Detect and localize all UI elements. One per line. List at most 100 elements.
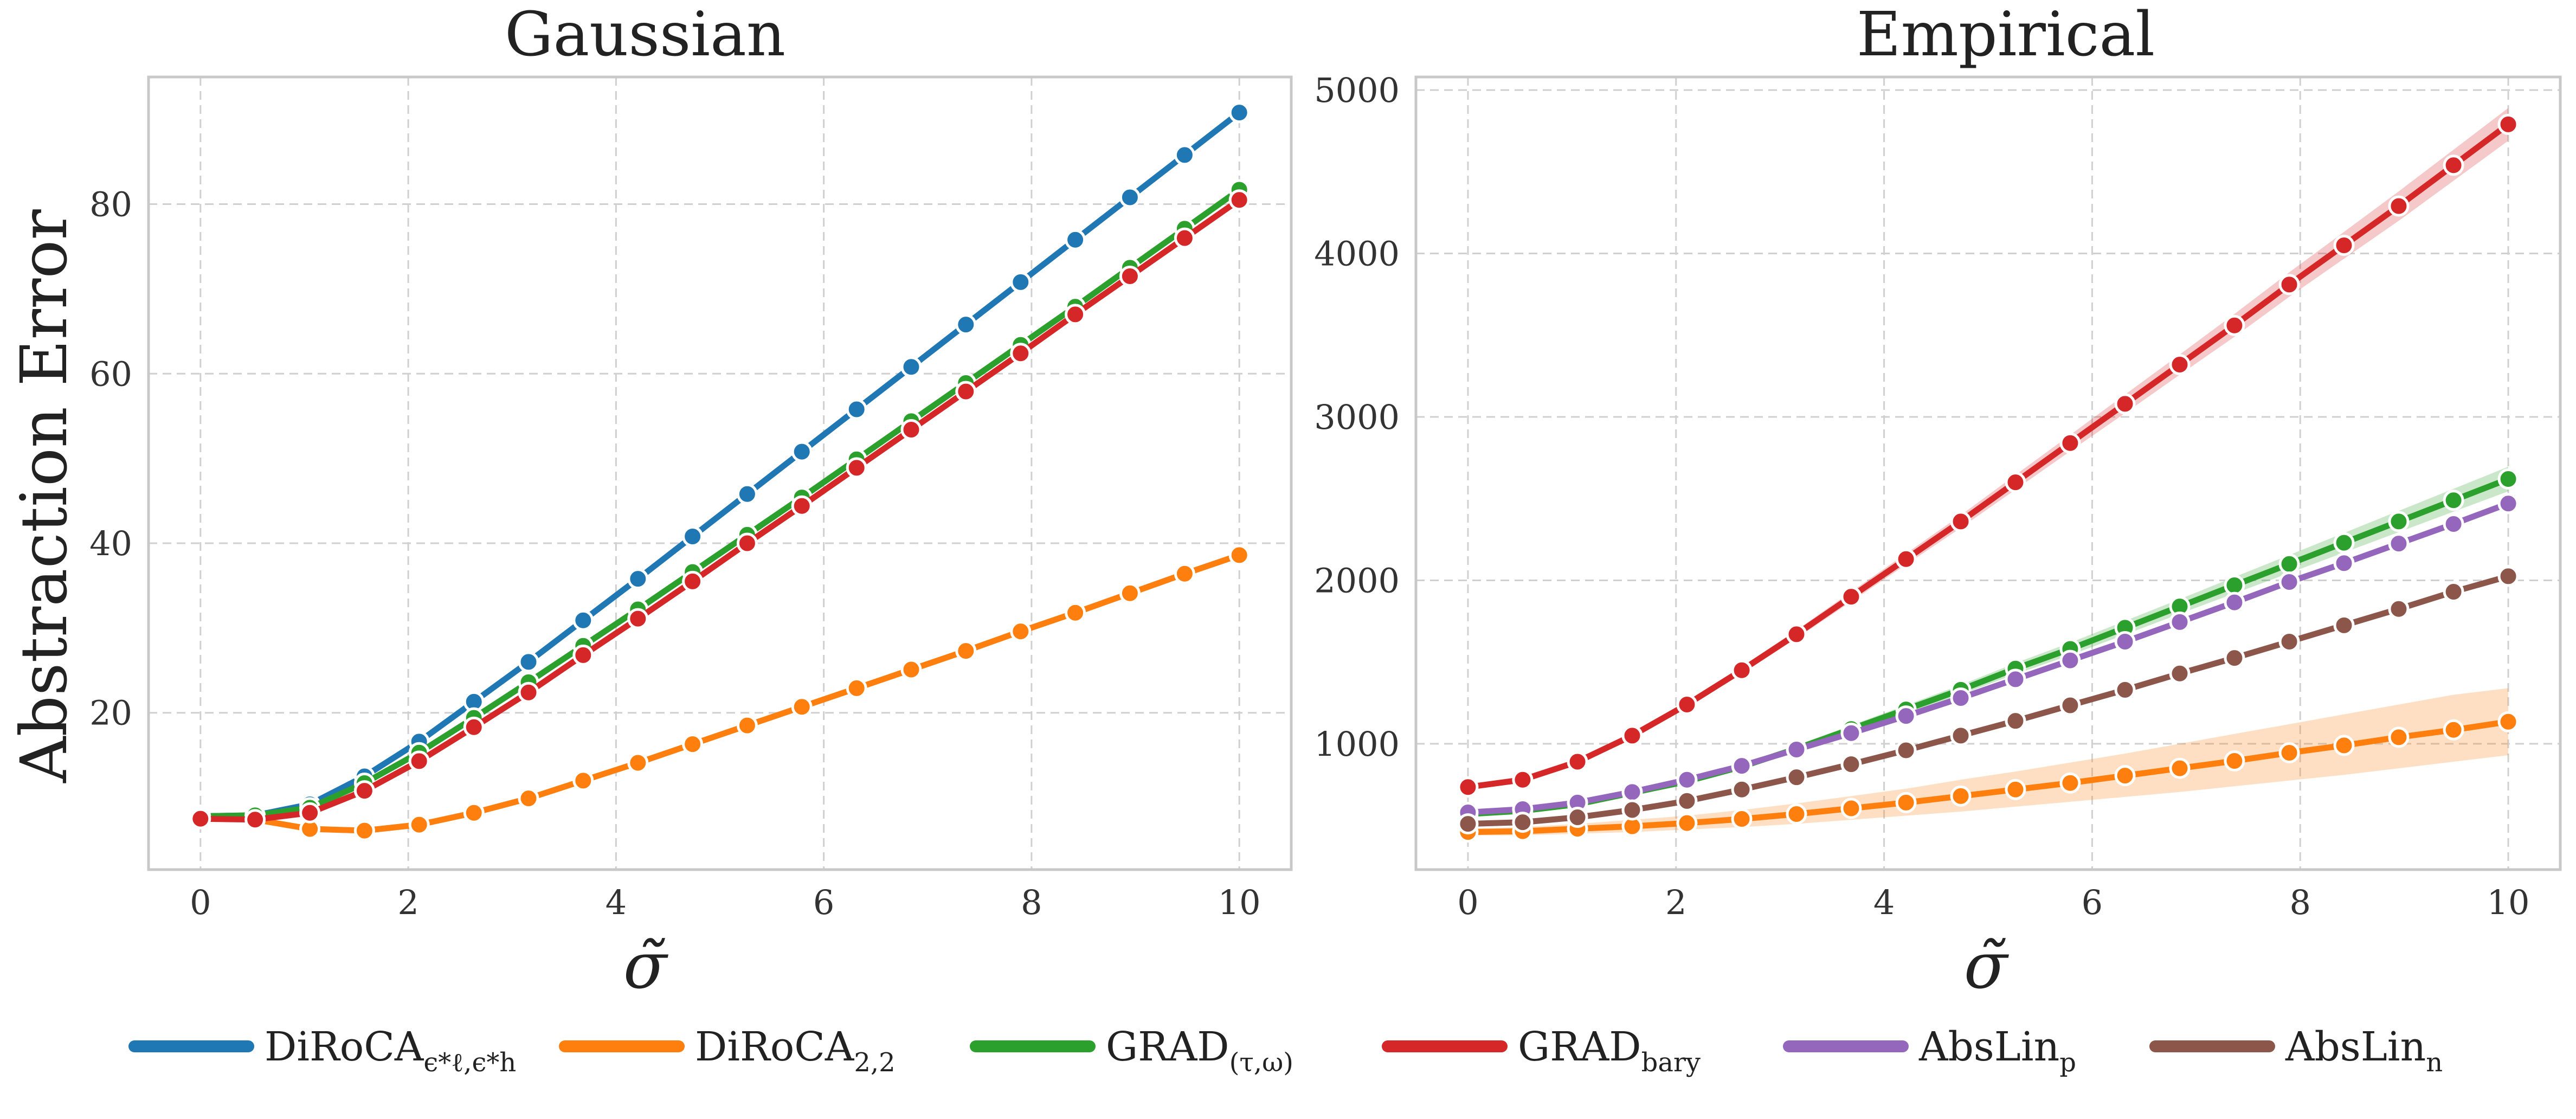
diroca_22-point: [1065, 602, 1086, 623]
legend-subscript: ϵ*ℓ,ϵ*h: [423, 1047, 516, 1078]
diroca_22-point: [1786, 803, 1807, 825]
diroca_eps-point: [955, 314, 977, 336]
grad_bary-point: [2169, 354, 2191, 376]
grad_bary-point: [572, 644, 594, 666]
abslin_p-point: [2278, 571, 2300, 593]
legend-item-abslin_n: AbsLinn: [2149, 1024, 2443, 1078]
abslin_p-point: [2114, 631, 2136, 652]
diroca_eps-point: [1228, 102, 1250, 124]
grad_bary-point: [791, 495, 813, 517]
x-tick-label: 6: [813, 883, 834, 922]
x-tick-label: 4: [1873, 883, 1895, 922]
abslin_n-point: [2278, 631, 2300, 652]
y-tick-label: 4000: [1314, 234, 1400, 274]
grad_bary-point: [2388, 195, 2410, 217]
legend-item-diroca_eps: DiRoCAϵ*ℓ,ϵ*h: [128, 1024, 516, 1078]
abslin_p-point: [2005, 668, 2026, 690]
diroca_eps-point: [736, 483, 758, 505]
diroca_eps-line: [197, 110, 1242, 819]
diroca_eps-point: [1119, 186, 1141, 208]
y-tick-label: 1000: [1314, 724, 1400, 764]
diroca_eps-point: [627, 568, 649, 590]
legend-subscript: 2,2: [854, 1047, 895, 1078]
diroca_eps-point: [1010, 271, 1032, 293]
legend-label: GRADbary: [1518, 1024, 1701, 1078]
legend-item-grad_bary: GRADbary: [1382, 1024, 1701, 1078]
diroca_22-point: [2114, 765, 2136, 787]
abslin_n-point: [2005, 710, 2026, 732]
grad_bary-point: [1676, 694, 1698, 716]
grad_bary-point: [682, 570, 704, 592]
grad_bary-point: [244, 809, 266, 831]
empirical-x-axis-label: σ̃: [1964, 928, 2010, 1003]
grad_bary-point: [1786, 623, 1807, 645]
abslin_n-point: [2059, 694, 2081, 716]
grad_bary-point: [1065, 304, 1086, 325]
legend-label: AbsLinp: [1918, 1024, 2076, 1078]
abslin_n-point: [1895, 739, 1917, 761]
plot-frame: [1414, 75, 2562, 871]
empirical-panel: 0 2 4 6 8 10 1000 2000 3000 4000 5000 Empirical σ̃: [1314, 0, 2562, 1003]
x-tick-label: 8: [1021, 883, 1042, 922]
diroca_22-confidence-band: [1468, 688, 2508, 835]
grad_tw-point: [2224, 574, 2245, 596]
x-tick-label: 10: [2487, 883, 2530, 922]
abslin_p-point: [2059, 649, 2081, 671]
abslin_n-point: [2114, 679, 2136, 700]
grad_bary-point: [1010, 343, 1032, 364]
grad_bary-point: [627, 608, 649, 629]
abslin_n-point: [1840, 754, 1862, 775]
y-axis-label: Abstraction Error: [7, 209, 81, 783]
plot-frame: [147, 75, 1293, 871]
diroca_22-point: [1676, 812, 1698, 834]
grad_bary-point: [1567, 751, 1588, 773]
diroca_eps-point: [572, 609, 594, 631]
abslin_n-point: [1676, 790, 1698, 812]
legend-subscript: (τ,ω): [1229, 1047, 1293, 1078]
abslin_n-point: [2497, 565, 2519, 587]
abslin_p-point: [2388, 533, 2410, 555]
diroca_eps-point: [682, 525, 704, 547]
diroca_22-point: [572, 770, 594, 792]
grad_bary-point: [353, 780, 375, 802]
gaussian-title: Gaussian: [505, 0, 785, 70]
diroca_22-point: [1228, 544, 1250, 566]
grad_bary-point: [2443, 155, 2464, 176]
grad_bary-point: [2333, 234, 2355, 256]
diroca_22-point: [736, 715, 758, 736]
abslin_n-point: [1457, 813, 1479, 835]
abslin_p-point: [1840, 722, 1862, 744]
diroca_22-point: [1174, 563, 1195, 584]
grad_bary-point: [2224, 314, 2245, 336]
abslin_n-point: [2388, 598, 2410, 620]
abslin_p-point: [1950, 687, 1972, 709]
grad_bary-point: [1840, 586, 1862, 608]
abslin_n-point: [2224, 647, 2245, 669]
x-tick-label: 10: [1218, 883, 1261, 922]
legend-item-grad_tw: GRAD(τ,ω): [970, 1024, 1293, 1078]
diroca_eps-point: [518, 651, 539, 673]
legend: DiRoCAϵ*ℓ,ϵ*h DiRoCA2,2 GRAD(τ,ω) GRADbary A…: [128, 1024, 2443, 1078]
abslin_n-point: [1621, 799, 1643, 821]
grad_bary-point: [518, 681, 539, 703]
grad_bary-point: [2005, 472, 2026, 493]
diroca_eps-point: [791, 441, 813, 462]
y-tick-label: 40: [89, 524, 132, 563]
abslin_p-point: [2169, 611, 2191, 633]
abslin_n-point: [1512, 812, 1534, 833]
diroca_22-point: [791, 696, 813, 718]
grad_bary-point: [736, 532, 758, 554]
diroca_22-point: [846, 677, 867, 699]
diroca_22-point: [2443, 719, 2464, 741]
grad_bary-point: [955, 381, 977, 402]
legend-subscript: bary: [1641, 1047, 1701, 1078]
grad_bary-point: [408, 750, 430, 772]
y-tick-label: 60: [89, 354, 132, 394]
abslin_p-point: [1786, 738, 1807, 760]
gaussian-x-axis-label: σ̃: [623, 928, 669, 1003]
diroca_22-point: [1950, 785, 1972, 807]
x-tick-label: 2: [1665, 883, 1686, 922]
abslin_n-point: [2333, 614, 2355, 636]
x-tick-label: 0: [1457, 883, 1478, 922]
